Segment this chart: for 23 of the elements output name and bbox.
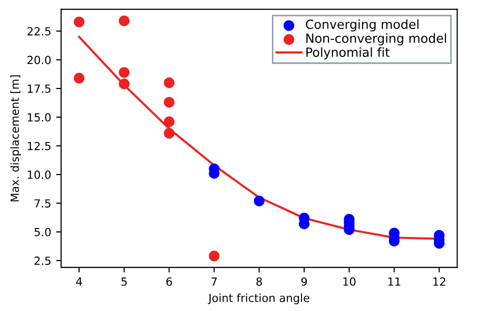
y-tick-label: 20.0: [27, 56, 51, 64]
legend-label: Polynomial fit: [306, 47, 390, 60]
x-tick-label: 8: [256, 277, 262, 286]
legend-label: Converging model: [306, 19, 418, 32]
y-tick-label: 10.0: [28, 170, 51, 179]
y-tick-label: 7.5: [34, 199, 50, 208]
y-axis-title: Max. displacement [m]: [10, 75, 22, 202]
y-tick-label: 5.0: [34, 228, 51, 236]
x-tick-label: 6: [166, 277, 172, 286]
x-tick-label: 5: [121, 278, 127, 286]
x-tick-label: 9: [301, 277, 307, 286]
legend-label: Non-converging model: [306, 33, 446, 46]
x-tick-label: 11: [388, 278, 400, 286]
y-tick-label: 15.0: [28, 113, 51, 122]
x-tick-label: 4: [76, 278, 82, 286]
x-tick-label: 10: [343, 277, 356, 286]
y-tick-label: 17.5: [28, 84, 50, 93]
x-tick-label: 7: [212, 278, 217, 286]
y-tick-label: 12.5: [28, 142, 50, 150]
y-tick-label: 2.5: [34, 256, 50, 265]
x-axis-title: Joint friction angle: [208, 293, 310, 304]
x-tick-label: 12: [433, 277, 446, 286]
y-tick-label: 22.5: [27, 27, 50, 36]
